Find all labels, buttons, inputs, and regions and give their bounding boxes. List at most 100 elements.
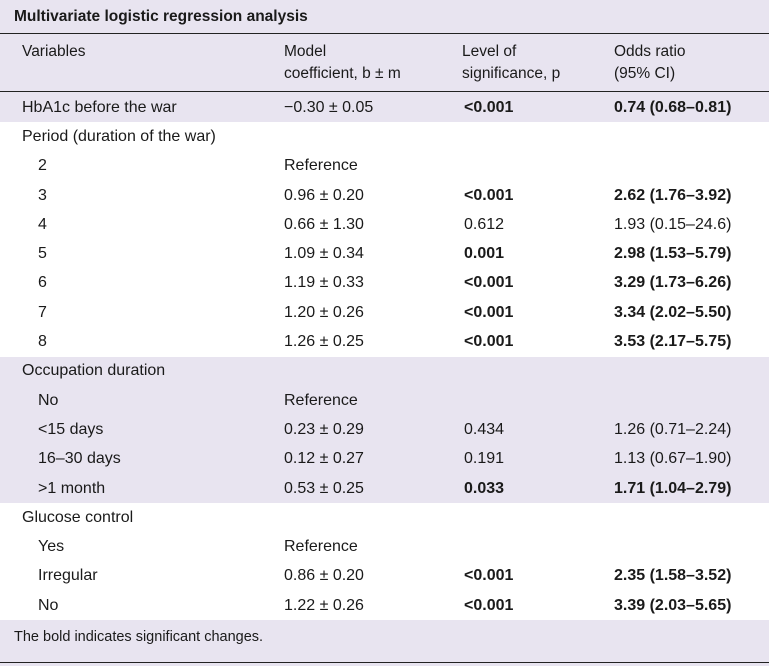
table-row: <15 days 0.23 ± 0.29 0.434 1.26 (0.71–2.24) bbox=[0, 415, 769, 444]
odds-ratio-cell bbox=[614, 357, 769, 386]
odds-ratio-cell: 1.93 (0.15–24.6) bbox=[614, 210, 769, 240]
significance-cell: <0.001 bbox=[464, 298, 614, 328]
coefficient-cell: 1.09 ± 0.34 bbox=[284, 239, 464, 269]
regression-table: HbA1c before the war −0.30 ± 0.05 <0.001 0.… bbox=[0, 93, 769, 621]
header-variables: Variables bbox=[22, 41, 85, 63]
coefficient-cell: 0.66 ± 1.30 bbox=[284, 210, 464, 240]
variable-cell: 3 bbox=[0, 180, 284, 211]
table-body: HbA1c before the war −0.30 ± 0.05 <0.001 0.… bbox=[0, 93, 769, 621]
coefficient-cell: Reference bbox=[284, 391, 358, 409]
header-coefficient-line2: coefficient, b ± m bbox=[284, 65, 401, 82]
header-rule bbox=[0, 91, 769, 92]
variable-cell: 16–30 days bbox=[38, 450, 121, 468]
table-row: 5 1.09 ± 0.34 0.001 2.98 (1.53–5.79) bbox=[0, 239, 769, 269]
variable-cell: Yes bbox=[0, 532, 284, 562]
variable-cell: Period (duration of the war) bbox=[0, 122, 284, 152]
variable-cell: 5 bbox=[0, 239, 284, 269]
odds-ratio-cell: 3.29 (1.73–6.26) bbox=[614, 268, 769, 299]
coefficient-cell: 0.53 ± 0.25 bbox=[284, 479, 364, 497]
coefficient-cell: 1.19 ± 0.33 bbox=[284, 268, 464, 299]
variable-cell: Occupation duration bbox=[22, 362, 166, 380]
header-significance-line2: significance, p bbox=[462, 65, 561, 82]
odds-ratio-cell: 1.26 (0.71–2.24) bbox=[614, 420, 732, 438]
variable-cell: Irregular bbox=[0, 561, 284, 592]
coefficient-cell: 1.20 ± 0.26 bbox=[284, 298, 464, 328]
coefficient-cell: −0.30 ± 0.05 bbox=[284, 98, 374, 116]
variable-cell: 2 bbox=[0, 151, 284, 181]
header-significance-line1: Level of bbox=[462, 43, 517, 60]
variable-cell: 6 bbox=[0, 268, 284, 299]
table-row: Occupation duration bbox=[0, 357, 769, 386]
odds-ratio-cell bbox=[614, 503, 769, 533]
odds-ratio-cell: 2.62 (1.76–3.92) bbox=[614, 180, 769, 211]
table-row: >1 month 0.53 ± 0.25 0.033 1.71 (1.04–2.79) bbox=[0, 474, 769, 503]
significance-cell bbox=[464, 503, 614, 533]
odds-ratio-cell: 2.98 (1.53–5.79) bbox=[614, 239, 769, 269]
significance-cell: 0.191 bbox=[464, 450, 505, 468]
variable-cell: Glucose control bbox=[0, 503, 284, 533]
table-row: No 1.22 ± 0.26 <0.001 3.39 (2.03–5.65) bbox=[0, 591, 769, 621]
coefficient-cell: Reference bbox=[284, 151, 464, 181]
coefficient-cell: 1.26 ± 0.25 bbox=[284, 327, 464, 357]
significance-cell bbox=[464, 357, 614, 386]
header-odds-ratio-line1: Odds ratio bbox=[614, 43, 686, 60]
header-variables-label: Variables bbox=[22, 43, 86, 60]
table-row: No Reference bbox=[0, 386, 769, 415]
significance-cell: 0.612 bbox=[464, 210, 614, 240]
variable-cell: 4 bbox=[0, 210, 284, 240]
coefficient-cell: Reference bbox=[284, 532, 464, 562]
significance-cell: <0.001 bbox=[464, 98, 514, 116]
odds-ratio-cell: 3.53 (2.17–5.75) bbox=[614, 327, 769, 357]
odds-ratio-cell: 0.74 (0.68–0.81) bbox=[614, 98, 732, 116]
significance-cell: <0.001 bbox=[464, 180, 614, 211]
odds-ratio-cell: 2.35 (1.58–3.52) bbox=[614, 561, 769, 592]
significance-cell bbox=[464, 122, 614, 152]
coefficient-cell: 0.86 ± 0.20 bbox=[284, 561, 464, 592]
table-row: 7 1.20 ± 0.26 <0.001 3.34 (2.02–5.50) bbox=[0, 298, 769, 328]
variable-cell: HbA1c before the war bbox=[22, 98, 177, 116]
table-title: Multivariate logistic regression analysi… bbox=[14, 8, 308, 25]
significance-cell bbox=[464, 386, 614, 415]
significance-cell: 0.434 bbox=[464, 420, 505, 438]
table-row: Irregular 0.86 ± 0.20 <0.001 2.35 (1.58–3.5… bbox=[0, 561, 769, 592]
odds-ratio-cell bbox=[614, 386, 769, 415]
table-row: 4 0.66 ± 1.30 0.612 1.93 (0.15–24.6) bbox=[0, 210, 769, 240]
odds-ratio-cell: 1.13 (0.67–1.90) bbox=[614, 450, 732, 468]
odds-ratio-cell: 3.39 (2.03–5.65) bbox=[614, 591, 769, 621]
bottom-rule bbox=[0, 662, 769, 663]
header-coefficient: Model coefficient, b ± m bbox=[284, 41, 401, 85]
header-odds-ratio: Odds ratio (95% CI) bbox=[614, 41, 686, 85]
odds-ratio-cell bbox=[614, 122, 769, 152]
variable-cell: <15 days bbox=[38, 420, 104, 438]
significance-cell: <0.001 bbox=[464, 268, 614, 299]
top-rule bbox=[0, 33, 769, 34]
header-coefficient-line1: Model bbox=[284, 43, 327, 60]
table-row: 16–30 days 0.12 ± 0.27 0.191 1.13 (0.67–1.9… bbox=[0, 445, 769, 474]
coefficient-cell bbox=[284, 503, 464, 533]
odds-ratio-cell: 3.34 (2.02–5.50) bbox=[614, 298, 769, 328]
variable-cell: >1 month bbox=[38, 479, 106, 497]
variable-cell: 7 bbox=[0, 298, 284, 328]
header-significance: Level of significance, p bbox=[462, 41, 560, 85]
odds-ratio-cell bbox=[614, 151, 769, 181]
coefficient-cell: 1.22 ± 0.26 bbox=[284, 591, 464, 621]
table-row: 6 1.19 ± 0.33 <0.001 3.29 (1.73–6.26) bbox=[0, 268, 769, 299]
significance-cell bbox=[464, 151, 614, 181]
coefficient-cell: 0.12 ± 0.27 bbox=[284, 450, 364, 468]
table-row: Yes Reference bbox=[0, 532, 769, 562]
coefficient-cell bbox=[284, 357, 464, 386]
significance-cell: 0.001 bbox=[464, 239, 614, 269]
table-row: HbA1c before the war −0.30 ± 0.05 <0.001 0.… bbox=[0, 93, 769, 122]
significance-cell: <0.001 bbox=[464, 591, 614, 621]
odds-ratio-cell bbox=[614, 532, 769, 562]
variable-cell: No bbox=[38, 391, 59, 409]
coefficient-cell: 0.23 ± 0.29 bbox=[284, 420, 364, 438]
significance-cell: <0.001 bbox=[464, 561, 614, 592]
significance-cell bbox=[464, 532, 614, 562]
table-row: Period (duration of the war) bbox=[0, 122, 769, 152]
coefficient-cell bbox=[284, 122, 464, 152]
footnote: The bold indicates significant changes. bbox=[14, 629, 264, 645]
odds-ratio-cell: 1.71 (1.04–2.79) bbox=[614, 479, 732, 497]
header-odds-ratio-line2: (95% CI) bbox=[614, 65, 676, 82]
table-row: 2 Reference bbox=[0, 151, 769, 181]
